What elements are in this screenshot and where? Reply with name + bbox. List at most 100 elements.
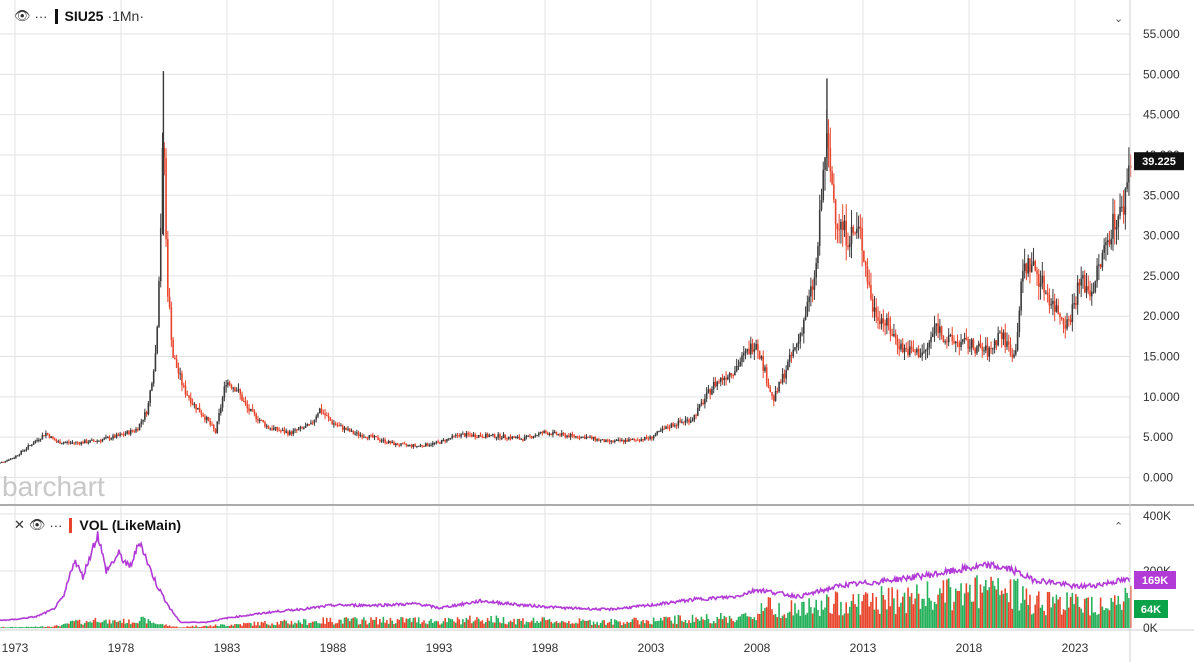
candle[interactable] xyxy=(285,428,287,434)
candle[interactable] xyxy=(638,439,641,443)
candle[interactable] xyxy=(887,311,890,331)
candle[interactable] xyxy=(207,416,210,422)
candle[interactable] xyxy=(1121,195,1123,212)
candle[interactable] xyxy=(705,387,708,403)
candle[interactable] xyxy=(755,339,757,351)
candle[interactable] xyxy=(347,425,349,432)
volume-bar[interactable] xyxy=(739,616,742,628)
candle[interactable] xyxy=(145,410,148,417)
candle[interactable] xyxy=(820,188,823,212)
candle[interactable] xyxy=(73,442,75,446)
volume-bar[interactable] xyxy=(813,607,816,628)
volume-bar[interactable] xyxy=(806,612,809,628)
volume-bar[interactable] xyxy=(1000,590,1003,628)
volume-bar[interactable] xyxy=(520,620,522,628)
candle[interactable] xyxy=(970,337,973,356)
candle[interactable] xyxy=(257,415,259,424)
close-icon[interactable]: ✕ xyxy=(14,517,25,532)
candle[interactable] xyxy=(262,420,265,423)
volume-bar[interactable] xyxy=(827,596,830,628)
volume-bar[interactable] xyxy=(523,624,526,628)
candle[interactable] xyxy=(780,379,782,384)
volume-bar[interactable] xyxy=(748,616,750,628)
candle[interactable] xyxy=(318,407,321,414)
candle[interactable] xyxy=(689,416,692,424)
volume-bar[interactable] xyxy=(808,598,810,628)
volume-bar[interactable] xyxy=(1027,605,1029,628)
candle[interactable] xyxy=(1112,198,1114,251)
candle[interactable] xyxy=(469,431,471,438)
volume-bar[interactable] xyxy=(884,599,886,628)
candle[interactable] xyxy=(373,434,376,441)
volume-bar[interactable] xyxy=(27,626,30,628)
candle[interactable] xyxy=(1027,254,1029,278)
volume-bar[interactable] xyxy=(426,624,429,628)
volume-bar[interactable] xyxy=(177,627,180,628)
volume-bar[interactable] xyxy=(967,592,969,628)
candle[interactable] xyxy=(704,394,706,409)
candle[interactable] xyxy=(401,442,404,445)
candle[interactable] xyxy=(764,364,766,373)
volume-bar[interactable] xyxy=(887,587,890,628)
candle[interactable] xyxy=(656,430,658,436)
volume-bar[interactable] xyxy=(1092,612,1095,628)
volume-bar[interactable] xyxy=(566,623,568,628)
candle[interactable] xyxy=(799,332,802,349)
volume-bar[interactable] xyxy=(1002,593,1005,628)
candle[interactable] xyxy=(622,439,625,445)
volume-bar[interactable] xyxy=(73,621,75,628)
candle[interactable] xyxy=(380,438,383,443)
volume-bar[interactable] xyxy=(785,617,787,628)
volume-bar[interactable] xyxy=(829,613,832,628)
candle[interactable] xyxy=(818,194,821,256)
candle[interactable] xyxy=(281,427,284,432)
candle[interactable] xyxy=(765,363,768,387)
candle[interactable] xyxy=(83,439,86,444)
volume-bar[interactable] xyxy=(640,621,643,628)
candle[interactable] xyxy=(101,438,104,443)
candle[interactable] xyxy=(490,434,492,437)
candle[interactable] xyxy=(613,439,616,444)
volume-bar[interactable] xyxy=(638,624,641,628)
volume-bar[interactable] xyxy=(562,621,565,628)
volume-bar[interactable] xyxy=(760,603,763,628)
candle[interactable] xyxy=(85,438,88,444)
volume-bar[interactable] xyxy=(728,615,731,628)
volume-bar[interactable] xyxy=(393,623,395,628)
volume-bar[interactable] xyxy=(59,626,61,628)
candle[interactable] xyxy=(536,434,538,437)
candle[interactable] xyxy=(161,132,164,235)
candle[interactable] xyxy=(52,436,54,440)
volume-bar[interactable] xyxy=(591,625,593,628)
candle[interactable] xyxy=(949,333,952,337)
volume-bar[interactable] xyxy=(557,623,560,628)
candle[interactable] xyxy=(576,435,579,439)
volume-bar[interactable] xyxy=(280,621,282,628)
candle[interactable] xyxy=(393,440,395,446)
volume-bar[interactable] xyxy=(66,623,68,628)
candle[interactable] xyxy=(861,217,863,267)
candle[interactable] xyxy=(68,439,70,445)
volume-bar[interactable] xyxy=(283,619,286,628)
volume-bar[interactable] xyxy=(937,594,939,628)
volume-bar[interactable] xyxy=(348,621,351,628)
candle[interactable] xyxy=(59,439,61,444)
candle[interactable] xyxy=(87,440,90,445)
volume-bar[interactable] xyxy=(440,623,443,628)
candle[interactable] xyxy=(974,347,976,357)
candle[interactable] xyxy=(421,444,424,448)
candle[interactable] xyxy=(202,412,204,417)
volume-bar[interactable] xyxy=(513,618,515,628)
volume-bar[interactable] xyxy=(787,612,789,628)
volume-bar[interactable] xyxy=(308,623,310,628)
candle[interactable] xyxy=(1018,306,1021,338)
volume-bar[interactable] xyxy=(1098,613,1100,628)
volume-bar[interactable] xyxy=(608,621,611,628)
volume-bar[interactable] xyxy=(644,623,646,628)
volume-bar[interactable] xyxy=(239,624,242,628)
candle[interactable] xyxy=(295,428,298,433)
candle[interactable] xyxy=(546,431,549,436)
volume-bar[interactable] xyxy=(1078,607,1081,628)
volume-bar[interactable] xyxy=(857,593,860,628)
candle[interactable] xyxy=(483,436,485,439)
